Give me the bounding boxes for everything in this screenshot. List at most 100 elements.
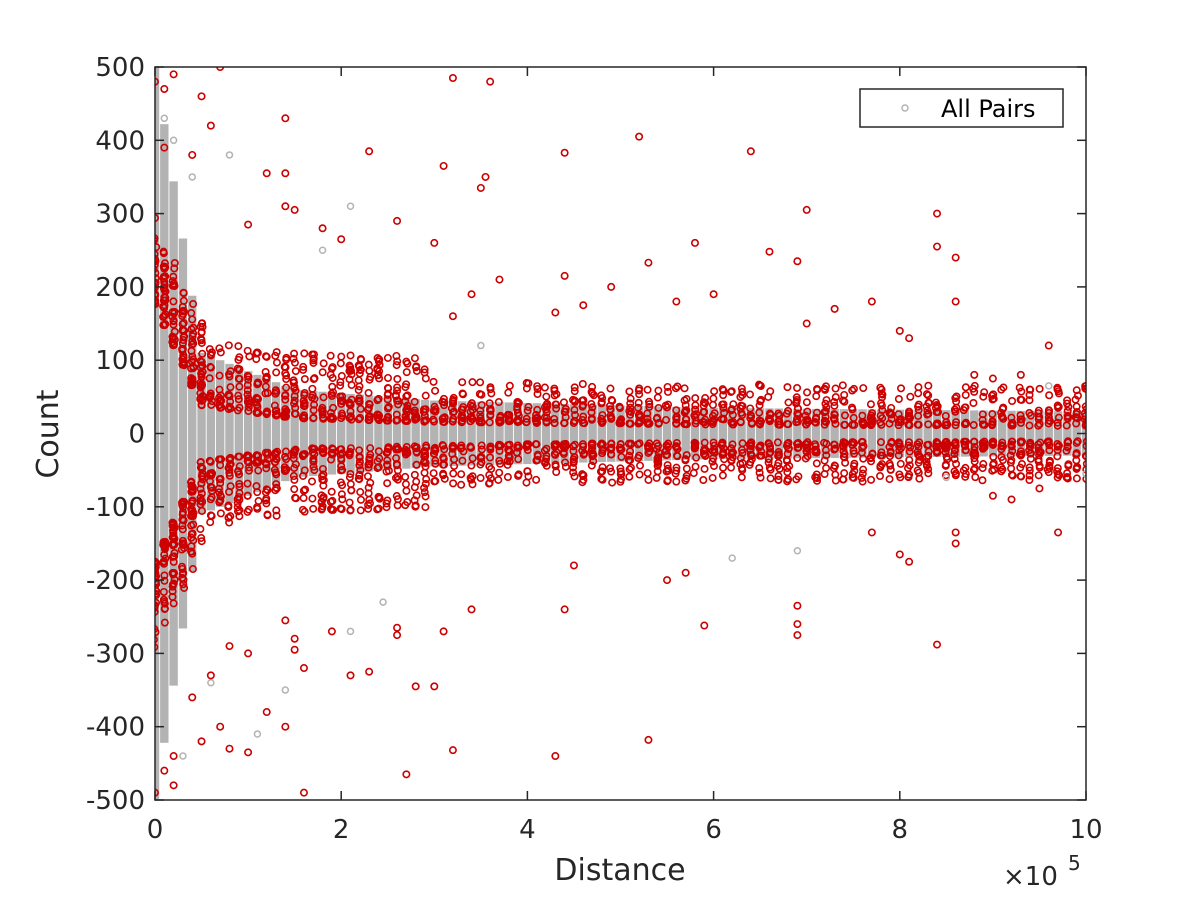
all-pairs-column-59 [700,407,709,460]
highlighted-outlier-point [793,257,802,266]
all-pairs-column-45 [569,404,579,463]
highlighted-point [867,411,876,420]
highlighted-point [969,437,978,446]
highlighted-outlier-point [560,148,569,157]
highlighted-outlier-point [439,161,448,170]
highlighted-outlier-point [830,304,839,313]
highlighted-point [1045,441,1054,450]
highlighted-point [187,530,196,539]
highlighted-point [252,458,261,467]
highlighted-point [215,344,224,353]
highlighted-point [179,296,188,305]
highlighted-point [570,383,579,392]
highlighted-point [429,406,438,415]
highlighted-point [476,406,485,415]
highlighted-point [420,365,429,374]
highlighted-point [1026,439,1035,448]
highlighted-point [215,498,224,507]
all-pairs-column-15 [290,389,299,478]
highlighted-outlier-point [765,247,774,256]
highlighted-point [950,439,959,448]
highlighted-point [978,464,987,473]
highlighted-point [737,408,746,417]
highlighted-point [997,385,1006,394]
highlighted-point [801,411,810,420]
highlighted-point [924,469,933,478]
highlighted-point [755,464,764,473]
highlighted-point [728,420,737,429]
highlighted-point [1025,463,1034,472]
highlighted-point [793,383,802,392]
highlighted-point [1054,413,1063,422]
highlighted-point [1025,471,1034,480]
highlighted-point [867,416,876,425]
y-tick-label: 0 [128,420,145,450]
all-pairs-column-18 [318,391,327,476]
highlighted-point [188,486,197,495]
highlighted-point [625,465,634,474]
y-tick-label: -200 [86,566,145,596]
highlighted-point [420,447,429,456]
highlighted-outlier-point [867,528,876,537]
highlighted-point [299,486,308,495]
highlighted-point [170,575,179,584]
highlighted-point [281,408,290,417]
highlighted-outlier-point [430,682,439,691]
all-pairs-column-30 [430,400,439,467]
highlighted-point [254,466,263,475]
highlighted-point [282,465,291,474]
highlighted-point [262,494,271,503]
highlighted-point [524,472,533,481]
highlighted-point [774,472,783,481]
data-marks [155,67,1086,800]
highlighted-point [522,414,531,423]
highlighted-point [289,378,298,387]
highlighted-point [226,482,235,491]
highlighted-point [738,459,747,468]
highlighted-point [1025,396,1034,405]
highlighted-point [197,369,206,378]
highlighted-point [1043,465,1052,474]
highlighted-point [187,364,196,373]
highlighted-point [894,451,903,460]
highlighted-outlier-point [160,766,169,775]
highlighted-point [691,401,700,410]
all-pairs-column-13 [271,382,281,485]
highlighted-outlier-point [169,752,178,761]
highlighted-point [894,438,903,447]
highlighted-point [607,414,616,423]
highlighted-point [682,474,691,483]
highlighted-point [645,419,654,428]
all-pairs-column-56 [672,406,681,461]
highlighted-point [168,335,177,344]
highlighted-point [1080,415,1086,424]
highlighted-point [839,452,848,461]
highlighted-point [364,483,373,492]
highlighted-point [682,464,691,473]
highlighted-point [495,416,504,425]
all-pairs-point [169,136,178,145]
highlighted-point [392,361,401,370]
y-tick-label: 400 [95,126,145,156]
all-pairs-column-48 [597,404,607,463]
highlighted-point [997,412,1006,421]
all-pairs-point [253,730,262,738]
highlighted-point [188,565,197,574]
highlighted-point [803,444,812,453]
highlighted-point [1045,446,1054,455]
highlighted-point [728,448,737,457]
highlighted-point [764,458,773,467]
highlighted-point [662,441,671,450]
highlighted-point [290,446,299,455]
highlighted-point [364,416,373,425]
highlighted-outlier-point [551,752,560,761]
highlighted-outlier-point [933,640,942,649]
highlighted-point [850,459,859,468]
highlighted-point [1082,405,1086,414]
highlighted-outlier-point [793,620,802,629]
highlighted-point [168,552,177,561]
highlighted-point [868,450,877,459]
y-tick-label: -100 [86,493,145,523]
highlighted-point [355,453,364,462]
highlighted-point [168,568,177,577]
